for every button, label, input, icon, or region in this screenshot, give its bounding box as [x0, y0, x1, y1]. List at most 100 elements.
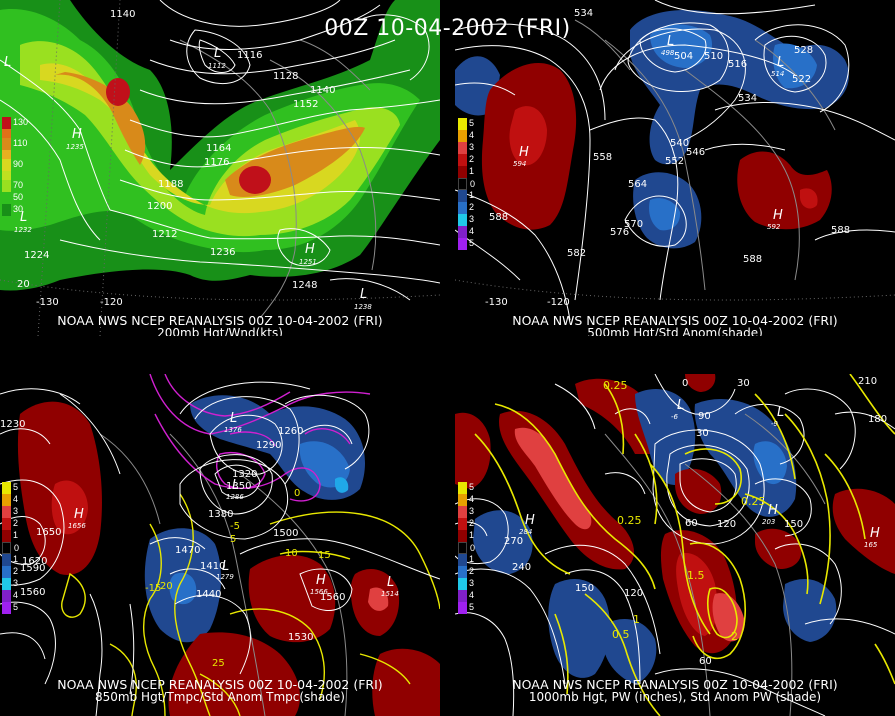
- colorbar-label: 5: [13, 482, 19, 492]
- low-pressure-marker: L: [214, 46, 221, 61]
- low-pressure-marker: L: [360, 287, 367, 302]
- pw-label: 0.5: [612, 628, 630, 641]
- high-pressure-marker: H: [519, 145, 529, 160]
- high-value: 165: [864, 541, 878, 549]
- colorbar-label: 2: [469, 518, 475, 528]
- colorbar-label: 5: [469, 238, 475, 248]
- colorbar-cell: 5: [458, 118, 474, 130]
- caption-line: NOAA NWS NCEP REANALYSIS 00Z 10-04-2002 …: [512, 313, 838, 328]
- panel-500mb: 534 504 510 516 528 522 534 540 546 552 …: [455, 0, 895, 336]
- map-1000mb: 0 30 210 180 150 120 90 60 270 240 150 1…: [455, 374, 895, 716]
- low-value: 1376: [224, 426, 242, 434]
- colorbar-label: 1: [13, 530, 19, 540]
- low-value: 1232: [14, 226, 32, 234]
- lon-label: -120: [100, 297, 123, 308]
- map-500mb: 534 504 510 516 528 522 534 540 546 552 …: [455, 0, 895, 321]
- anomaly-colorbar: 5 4 3 2 1 0 1 2 3 4 5: [458, 118, 488, 250]
- colorbar-label: 1: [469, 190, 475, 200]
- colorbar-cell: 50: [2, 192, 23, 204]
- contour-label: 30: [737, 378, 750, 389]
- colorbar-cell: 5: [458, 602, 474, 614]
- contour-label: 1140: [310, 85, 335, 96]
- low-value: 498: [661, 49, 675, 57]
- high-pressure-marker: H: [74, 507, 84, 522]
- low-value: 1279: [216, 573, 234, 581]
- colorbar-cell: 4: [2, 494, 18, 506]
- low-pressure-marker: L: [230, 411, 237, 426]
- colorbar-label: 90: [13, 159, 24, 169]
- colorbar-cell: 3: [2, 506, 18, 518]
- colorbar-label: 0: [470, 543, 476, 553]
- contour-label: 1164: [206, 143, 231, 154]
- colorbar-label: 0: [14, 543, 20, 553]
- low-value: 514: [771, 70, 784, 78]
- panel-850mb: 1230 1260 1290 1320 1350 1380 1410 1440 …: [0, 374, 440, 716]
- contour-label: 150: [784, 519, 803, 530]
- temp-label: 15: [318, 550, 331, 561]
- colorbar-cell: 30: [2, 204, 23, 216]
- colorbar-label: 4: [469, 130, 475, 140]
- contour-label: 1128: [273, 71, 298, 82]
- low-pressure-marker: L: [20, 210, 27, 225]
- colorbar-label: 2: [469, 202, 475, 212]
- colorbar-label: 5: [469, 118, 475, 128]
- low-pressure-marker: L: [222, 559, 229, 574]
- lon-label: -130: [485, 297, 508, 308]
- colorbar-cell: 110: [2, 138, 27, 150]
- high-pressure-marker: H: [768, 503, 778, 518]
- contour-label: 576: [610, 227, 629, 238]
- contour-label: 588: [831, 225, 850, 236]
- low-pressure-marker: L: [777, 405, 784, 420]
- low-value: 1238: [354, 303, 372, 311]
- colorbar-cell: 5: [458, 238, 474, 250]
- colorbar-label: 3: [469, 578, 475, 588]
- colorbar-cell: 0: [2, 542, 19, 554]
- colorbar-cell: 1: [458, 190, 474, 202]
- colorbar-label: 1: [469, 166, 475, 176]
- contour-label: 120: [717, 519, 736, 530]
- low-pressure-marker: L: [677, 398, 684, 413]
- pw-label: 2: [731, 630, 738, 643]
- contour-label: 528: [794, 45, 813, 56]
- contour-label: 90: [698, 411, 711, 422]
- colorbar-cell: 1: [2, 554, 18, 566]
- colorbar-cell: 0: [458, 542, 475, 554]
- colorbar-label: 130: [13, 117, 29, 127]
- colorbar-label: 4: [13, 590, 19, 600]
- contour-label: 564: [628, 179, 647, 190]
- caption-line: 850mb Hgt/Tmpc/Std Anom Tmpc(shade): [95, 690, 345, 704]
- colorbar-cell: 4: [458, 130, 474, 142]
- colorbar-cell: 2: [2, 518, 18, 530]
- colorbar-label: 3: [469, 506, 475, 516]
- colorbar-label: 2: [469, 566, 475, 576]
- high-value: 594: [513, 160, 526, 168]
- lat-label: 20: [17, 279, 30, 290]
- panel-200mb: 1140 1116 1128 1140 1152 1164 1176 1188 …: [0, 0, 440, 336]
- contour-label: 510: [704, 51, 723, 62]
- colorbar-label: 1: [13, 554, 19, 564]
- contour-label: 534: [738, 93, 757, 104]
- colorbar-cell: 2: [458, 566, 474, 578]
- panel-caption: NOAA NWS NCEP REANALYSIS 00Z 10-04-2002 …: [455, 678, 895, 704]
- high-value: 1656: [68, 522, 86, 530]
- low-pressure-marker: L: [387, 575, 394, 590]
- contour-label: 1212: [152, 229, 177, 240]
- colorbar-label: 1: [469, 554, 475, 564]
- colorbar-label: 3: [469, 214, 475, 224]
- colorbar-cell: 70: [2, 180, 23, 192]
- contour-label: 516: [728, 59, 747, 70]
- contour-label: 1320: [232, 469, 257, 480]
- contour-label: 180: [868, 414, 887, 425]
- contour-label: 582: [567, 248, 586, 259]
- high-pressure-marker: H: [525, 513, 535, 528]
- contour-label: 60: [699, 656, 712, 667]
- contour-label: 1248: [292, 280, 317, 291]
- low-value: 1286: [226, 493, 244, 501]
- colorbar-label: 2: [469, 154, 475, 164]
- colorbar-cell: 4: [458, 494, 474, 506]
- colorbar-cell: 3: [458, 142, 474, 154]
- high-value: 1235: [66, 143, 84, 151]
- colorbar-label: 1: [469, 530, 475, 540]
- caption-line: 1000mb Hgt, PW (inches), Std Anom PW (sh…: [528, 690, 822, 704]
- contour-label: 504: [674, 51, 693, 62]
